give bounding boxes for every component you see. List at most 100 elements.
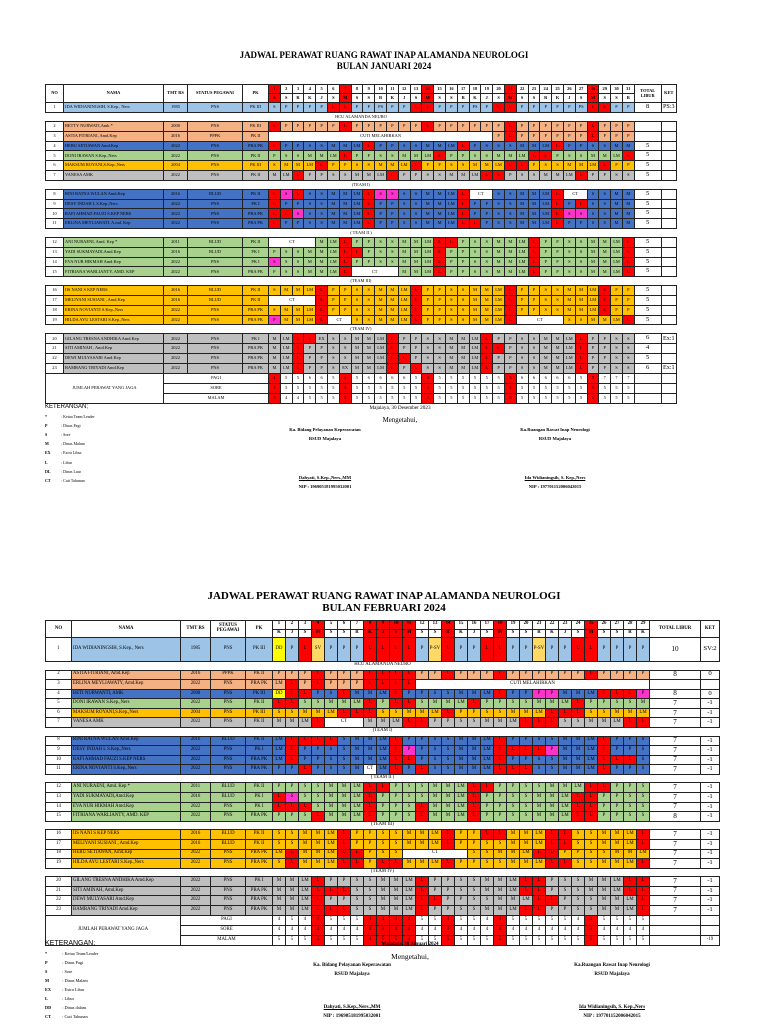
shift-cell[interactable]: P [545, 876, 559, 887]
shift-cell[interactable]: P [324, 637, 338, 662]
shift-cell[interactable]: P [610, 811, 624, 822]
shift-cell[interactable]: L [456, 188, 470, 200]
shift-cell[interactable]: M [350, 343, 364, 354]
leave-span-cell[interactable]: CT [324, 717, 364, 729]
shift-cell[interactable]: LM [558, 698, 572, 709]
shift-cell[interactable]: LM [279, 352, 293, 364]
leave-span-cell[interactable]: CT [363, 764, 377, 775]
shift-cell[interactable]: S [350, 160, 364, 171]
shift-cell[interactable]: M [326, 208, 340, 220]
shift-cell[interactable]: S [298, 792, 312, 803]
shift-cell[interactable]: M [454, 764, 468, 775]
shift-cell[interactable]: S [303, 188, 317, 200]
shift-cell[interactable]: P [315, 121, 328, 132]
shift-cell[interactable]: L [551, 140, 564, 152]
shift-cell[interactable]: L [389, 735, 403, 747]
shift-cell[interactable]: L [285, 698, 299, 709]
shift-cell[interactable]: S [506, 801, 520, 813]
shift-cell[interactable]: S [584, 707, 598, 719]
shift-cell[interactable]: P [428, 717, 442, 729]
shift-cell[interactable]: P [415, 637, 429, 662]
shift-cell[interactable]: M [467, 764, 481, 775]
shift-cell[interactable]: S [421, 362, 435, 374]
shift-cell[interactable]: L [385, 169, 399, 181]
shift-cell[interactable]: M [558, 688, 572, 700]
shift-cell[interactable]: S [315, 198, 328, 210]
shift-cell[interactable]: M [558, 745, 572, 756]
shift-cell[interactable]: L [636, 858, 650, 869]
shift-cell[interactable]: M [480, 885, 494, 897]
shift-cell[interactable]: M [441, 698, 455, 709]
shift-cell[interactable]: S [326, 333, 340, 345]
shift-cell[interactable]: S [545, 735, 559, 747]
shift-cell[interactable]: P [480, 669, 494, 681]
shift-cell[interactable]: L [268, 198, 281, 210]
shift-cell[interactable]: P [441, 876, 455, 887]
shift-cell[interactable]: P [311, 764, 325, 775]
shift-cell[interactable]: P [315, 169, 328, 181]
shift-cell[interactable]: P [621, 130, 635, 142]
shift-cell[interactable]: S [268, 160, 281, 171]
shift-cell[interactable]: P [610, 764, 624, 775]
shift-cell[interactable]: L [621, 150, 635, 162]
shift-cell[interactable]: S [268, 285, 281, 296]
shift-cell[interactable]: LM [326, 150, 340, 162]
shift-cell[interactable]: LM [350, 140, 364, 152]
shift-cell[interactable]: M [268, 333, 281, 345]
shift-cell[interactable]: P [597, 811, 611, 822]
shift-cell[interactable]: S [456, 285, 470, 296]
shift-cell[interactable]: L [574, 362, 588, 374]
shift-cell[interactable]: L [444, 236, 458, 248]
shift-cell[interactable]: L [571, 801, 585, 813]
shift-cell[interactable]: S [519, 698, 533, 709]
shift-cell[interactable]: L [389, 764, 403, 775]
shift-cell[interactable]: P [454, 829, 468, 840]
shift-cell[interactable]: L [315, 285, 328, 296]
shift-cell[interactable]: L [303, 333, 317, 345]
shift-cell[interactable]: P [527, 121, 541, 132]
shift-cell[interactable]: S [279, 256, 293, 268]
shift-cell[interactable]: M [480, 294, 494, 306]
shift-cell[interactable]: P [397, 333, 411, 345]
shift-cell[interactable]: L [415, 764, 429, 775]
shift-cell[interactable]: P [480, 698, 494, 709]
shift-cell[interactable]: M [515, 198, 529, 210]
shift-cell[interactable]: L [545, 717, 559, 729]
shift-cell[interactable]: P [350, 236, 364, 248]
shift-cell[interactable]: M [285, 895, 299, 906]
shift-cell[interactable]: LM [584, 754, 598, 766]
shift-cell[interactable]: S [385, 188, 399, 200]
shift-cell[interactable]: L [402, 637, 416, 662]
shift-cell[interactable]: M [362, 352, 376, 364]
shift-cell[interactable]: P [454, 669, 468, 681]
shift-cell[interactable]: LM [428, 838, 442, 850]
shift-cell[interactable]: P [337, 876, 351, 887]
shift-cell[interactable]: L [527, 256, 541, 268]
shift-cell[interactable]: P [402, 745, 416, 756]
shift-cell[interactable]: P [551, 130, 564, 142]
shift-cell[interactable]: M [279, 160, 293, 171]
shift-cell[interactable]: S [551, 304, 564, 316]
shift-cell[interactable]: LM [421, 256, 435, 268]
shift-cell[interactable]: S [468, 150, 482, 162]
shift-cell[interactable]: S [374, 246, 387, 258]
shift-cell[interactable]: L [532, 876, 546, 887]
shift-cell[interactable]: L [362, 208, 376, 220]
shift-cell[interactable]: P [506, 782, 520, 794]
shift-cell[interactable]: P [350, 150, 364, 162]
shift-cell[interactable]: L [623, 754, 637, 766]
shift-cell[interactable]: L [433, 256, 446, 268]
shift-cell[interactable]: M [571, 735, 585, 747]
shift-cell[interactable]: L [376, 679, 390, 690]
shift-cell[interactable]: S [441, 745, 455, 756]
shift-cell[interactable]: M [268, 352, 281, 364]
shift-cell[interactable]: M [610, 858, 624, 869]
shift-cell[interactable]: M [456, 169, 470, 181]
shift-cell[interactable]: L [506, 764, 520, 775]
shift-cell[interactable]: M [324, 782, 338, 794]
shift-cell[interactable]: L [574, 169, 588, 181]
shift-cell[interactable]: M [402, 829, 416, 840]
shift-cell[interactable]: LM [324, 858, 338, 869]
shift-cell[interactable]: L [636, 885, 650, 897]
shift-cell[interactable]: L [527, 266, 541, 278]
